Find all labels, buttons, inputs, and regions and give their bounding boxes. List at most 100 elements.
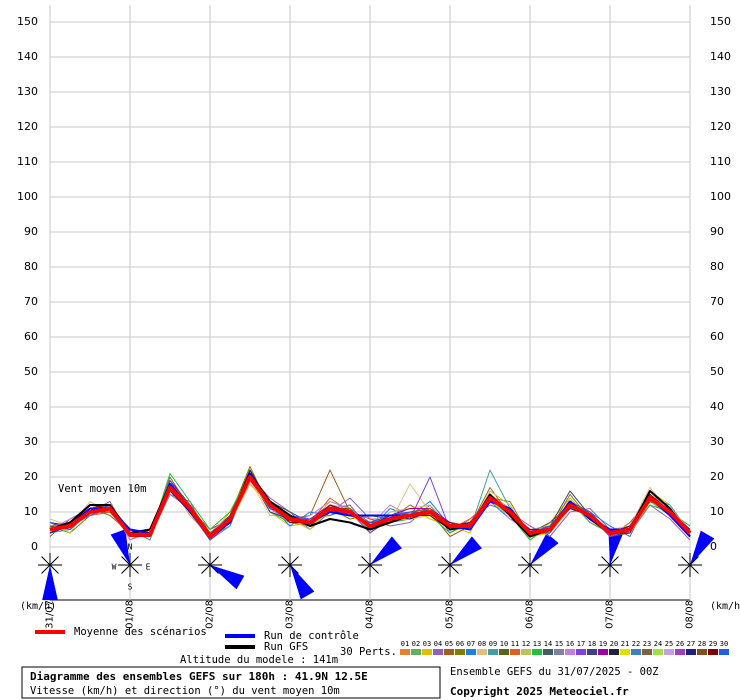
legend-swatch <box>411 649 421 655</box>
y-tick-label: 40 <box>710 400 724 413</box>
y-tick-label: 70 <box>24 295 38 308</box>
y-tick-label: 150 <box>710 15 731 28</box>
legend-label: 11 <box>511 640 519 648</box>
x-tick-label: 08/08 <box>685 600 696 629</box>
y-tick-label: 100 <box>710 190 731 203</box>
x-tick-label: 31/07 <box>45 600 56 629</box>
compass-ray <box>369 564 379 574</box>
legend-swatch <box>400 649 410 655</box>
y-tick-label: 90 <box>710 225 724 238</box>
legend-label: 18 <box>588 640 596 648</box>
compass-ray <box>129 556 139 566</box>
compass-ray <box>289 564 299 574</box>
compass-ray <box>521 564 531 574</box>
y-unit-right: (km/h) <box>710 601 740 612</box>
legend-label: 12 <box>522 640 530 648</box>
altitude: Altitude du modele : 141m <box>180 654 338 666</box>
y-tick-label: 90 <box>24 225 38 238</box>
wind-wedge <box>608 529 624 565</box>
legend-label: 26 <box>676 640 684 648</box>
legend-swatch <box>488 649 498 655</box>
legend-label: 10 <box>500 640 508 648</box>
wind-wedge <box>210 565 245 590</box>
legend-label: 03 <box>423 640 431 648</box>
legend-swatch <box>675 649 685 655</box>
legend-swatch <box>719 649 729 655</box>
legend-label: 05 <box>445 640 453 648</box>
y-tick-label: 110 <box>17 155 38 168</box>
y-tick-label: 10 <box>710 505 724 518</box>
legend-swatch <box>433 649 443 655</box>
y-tick-label: 20 <box>710 470 724 483</box>
compass-ray <box>689 556 699 566</box>
legend-swatch <box>532 649 542 655</box>
x-tick-label: 06/08 <box>525 600 536 629</box>
compass-ray <box>601 564 611 574</box>
compass-ray <box>129 564 139 574</box>
y-tick-label: 30 <box>24 435 38 448</box>
legend-swatch <box>554 649 564 655</box>
compass-ray <box>681 564 691 574</box>
legend-swatch <box>631 649 641 655</box>
legend-swatch <box>521 649 531 655</box>
wind-wedge <box>370 536 402 565</box>
x-tick-label: 04/08 <box>365 600 376 629</box>
legend-swatch <box>466 649 476 655</box>
legend-swatch <box>576 649 586 655</box>
compass-ray <box>49 556 59 566</box>
legend-swatch <box>620 649 630 655</box>
x-tick-label: 07/08 <box>605 600 616 629</box>
y-tick-label: 40 <box>24 400 38 413</box>
compass-ray <box>689 564 699 574</box>
run-info: Ensemble GEFS du 31/07/2025 - 00Z <box>450 666 659 678</box>
series-line <box>49 475 692 539</box>
legend-label: 07 <box>467 640 475 648</box>
copyright: Copyright 2025 Meteociel.fr <box>450 685 629 698</box>
x-tick-label: 01/08 <box>125 600 136 629</box>
legend-label: 20 <box>610 640 618 648</box>
y-tick-label: 140 <box>710 50 731 63</box>
compass-ray <box>121 556 131 566</box>
legend-label: 30 <box>720 640 728 648</box>
compass-ray <box>361 556 371 566</box>
legend-label: Moyenne des scénarios <box>74 626 207 638</box>
wind-wedge <box>110 529 130 565</box>
legend-swatch <box>664 649 674 655</box>
wind-wedge <box>42 565 58 601</box>
y-tick-label: 130 <box>710 85 731 98</box>
legend-swatch <box>587 649 597 655</box>
legend-swatch <box>653 649 663 655</box>
legend-swatch <box>642 649 652 655</box>
y-tick-label: 60 <box>24 330 38 343</box>
legend-swatch <box>477 649 487 655</box>
compass-ray <box>281 556 291 566</box>
y-tick-label: 120 <box>17 120 38 133</box>
compass-ray <box>529 564 539 574</box>
compass-ray <box>609 556 619 566</box>
y-tick-label: 80 <box>710 260 724 273</box>
compass-ray <box>681 556 691 566</box>
legend-label: 15 <box>555 640 563 648</box>
compass-ray <box>41 564 51 574</box>
compass-ray <box>49 564 59 574</box>
legend-swatch <box>565 649 575 655</box>
legend-label: 29 <box>709 640 717 648</box>
legend-label: 23 <box>643 640 651 648</box>
x-tick-label: 03/08 <box>285 600 296 629</box>
chart-subtitle: Vitesse (km/h) et direction (°) du vent … <box>30 685 340 697</box>
legend-label: 16 <box>566 640 574 648</box>
y-tick-label: 20 <box>24 470 38 483</box>
legend-swatch <box>708 649 718 655</box>
legend-swatch <box>598 649 608 655</box>
compass-label: S <box>128 583 133 592</box>
compass-ray <box>201 556 211 566</box>
compass-ray <box>609 564 619 574</box>
wind-wedge <box>690 530 715 565</box>
compass-ray <box>361 564 371 574</box>
compass-ray <box>41 556 51 566</box>
compass-ray <box>209 564 219 574</box>
legend-swatch <box>686 649 696 655</box>
legend-label: 09 <box>489 640 497 648</box>
compass-ray <box>441 556 451 566</box>
legend-label: 04 <box>434 640 442 648</box>
